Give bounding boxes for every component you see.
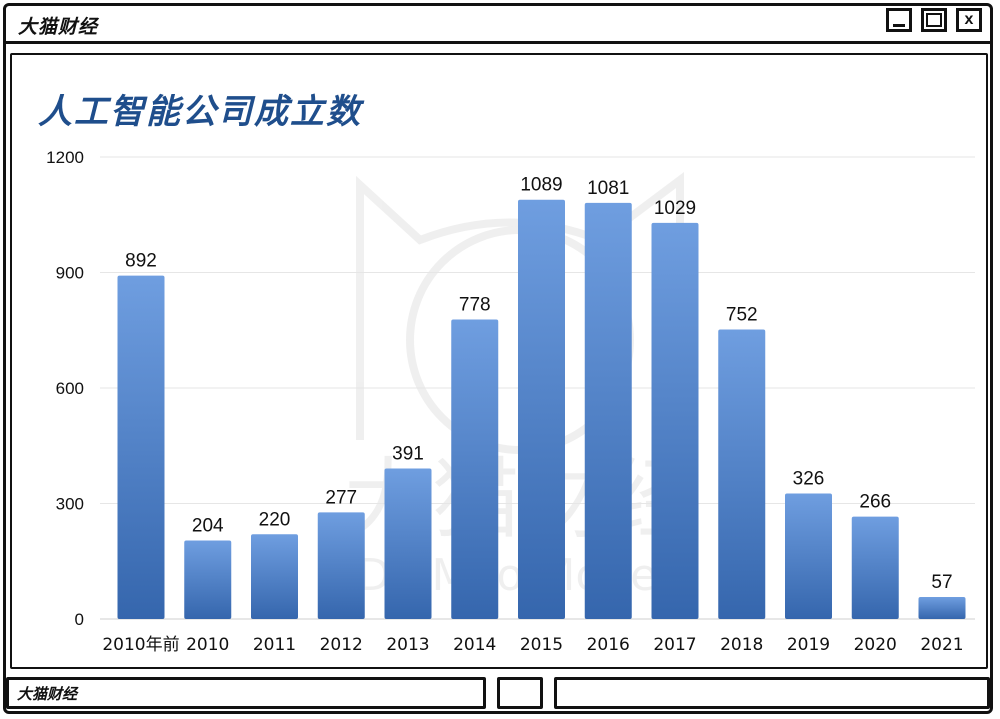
bars bbox=[117, 199, 966, 620]
bar bbox=[718, 329, 766, 619]
status-label: 大猫财经 bbox=[17, 686, 78, 703]
data-label: 277 bbox=[325, 487, 357, 508]
bar bbox=[451, 319, 499, 619]
chart-title: 人工智能公司成立数 bbox=[38, 93, 362, 131]
bar bbox=[117, 275, 165, 619]
bar bbox=[317, 512, 365, 619]
x-tick-label: 2011 bbox=[253, 635, 296, 655]
data-label: 266 bbox=[859, 492, 891, 513]
x-tick-label: 2019 bbox=[787, 635, 830, 655]
x-axis: 2010年前 2010 2011 2012 2013 2014 2015 2016 2017 20… bbox=[102, 635, 963, 655]
data-labels: 892 204 220 277 391 778 1089 1081 1029 752 326 266 5… bbox=[125, 175, 952, 593]
bar bbox=[785, 493, 832, 619]
minimize-icon bbox=[893, 23, 905, 27]
x-tick-label: 2017 bbox=[653, 635, 696, 655]
x-tick-label: 2015 bbox=[520, 635, 563, 655]
y-tick-label: 300 bbox=[56, 495, 84, 514]
window-frame bbox=[3, 3, 993, 714]
y-axis: 0 300 600 900 1200 bbox=[46, 148, 84, 629]
x-tick-label: 2010 bbox=[186, 635, 229, 655]
status-panel-middle bbox=[497, 677, 543, 709]
data-label: 752 bbox=[726, 304, 758, 325]
data-label: 204 bbox=[192, 515, 224, 536]
x-tick-label: 2012 bbox=[320, 635, 363, 655]
maximize-icon bbox=[926, 13, 942, 27]
y-tick-label: 900 bbox=[56, 264, 84, 283]
bar bbox=[851, 516, 899, 619]
data-label: 1081 bbox=[587, 178, 629, 199]
bar bbox=[251, 534, 298, 619]
window-title: 大猫财经 bbox=[18, 17, 99, 38]
data-label: 57 bbox=[931, 572, 952, 593]
x-tick-label: 2020 bbox=[854, 635, 897, 655]
data-label: 1089 bbox=[520, 175, 562, 196]
x-tick-label: 2016 bbox=[587, 635, 630, 655]
bar bbox=[384, 468, 432, 619]
bar bbox=[918, 597, 966, 619]
bar bbox=[184, 540, 232, 619]
status-panel-right bbox=[554, 677, 990, 709]
chart-panel bbox=[10, 53, 988, 669]
status-panel-left: 大猫财经 bbox=[6, 677, 486, 709]
maximize-button[interactable] bbox=[921, 8, 947, 32]
y-tick-label: 1200 bbox=[46, 148, 84, 167]
x-tick-label: 2018 bbox=[720, 635, 763, 655]
x-tick-label: 2013 bbox=[386, 635, 429, 655]
y-tick-label: 0 bbox=[75, 610, 84, 629]
bar bbox=[518, 199, 565, 620]
x-tick-label: 2021 bbox=[920, 635, 963, 655]
minimize-button[interactable] bbox=[886, 8, 912, 32]
data-label: 892 bbox=[125, 251, 157, 272]
close-icon: x bbox=[964, 11, 974, 28]
bar bbox=[651, 222, 699, 619]
data-label: 778 bbox=[459, 294, 491, 315]
data-label: 220 bbox=[259, 509, 291, 530]
data-label: 1029 bbox=[654, 198, 696, 219]
data-label: 326 bbox=[793, 468, 825, 489]
x-tick-label: 2010年前 bbox=[102, 635, 179, 655]
x-tick-label: 2014 bbox=[453, 635, 496, 655]
bar bbox=[584, 202, 632, 619]
data-label: 391 bbox=[392, 443, 424, 464]
y-tick-label: 600 bbox=[56, 379, 84, 398]
title-bar: 大猫财经 bbox=[6, 6, 992, 44]
close-button[interactable]: x bbox=[956, 8, 982, 32]
